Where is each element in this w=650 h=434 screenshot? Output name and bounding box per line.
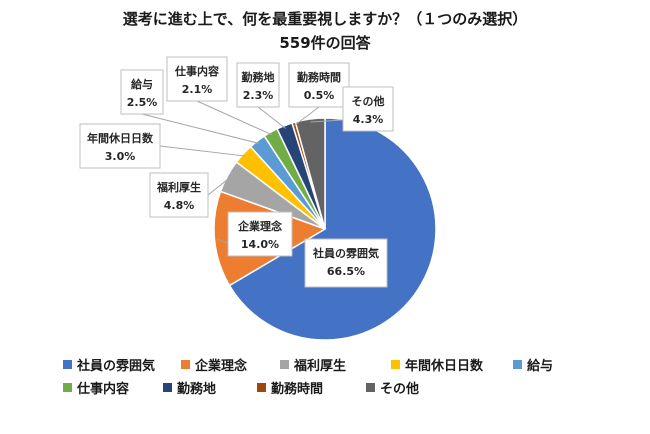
leader-line-5: [141, 113, 260, 144]
legend-item-1: 社員の雰囲気: [63, 355, 155, 374]
legend-label: 仕事内容: [77, 382, 130, 397]
legend-item-9: その他: [366, 378, 419, 397]
data-label-category-1: 社員の雰囲気: [312, 246, 379, 260]
legend-swatch: [366, 383, 375, 392]
legend-item-5: 給与: [513, 355, 553, 374]
legend-swatch: [257, 383, 266, 392]
data-label-category-7: 勤務地: [242, 70, 275, 84]
data-label-value-6: 2.1%: [182, 83, 213, 96]
legend-label: 年間休日日数: [405, 359, 484, 374]
legend-swatch: [280, 360, 289, 369]
legend-label: 福利厚生: [294, 359, 347, 374]
legend-label: その他: [380, 382, 420, 397]
data-label-value-1: 66.5%: [327, 265, 365, 278]
data-label-value-7: 2.3%: [243, 89, 274, 102]
data-label-box-6: [166, 56, 228, 102]
leader-line-4: [159, 145, 246, 157]
data-label-value-9: 4.3%: [353, 113, 384, 126]
data-label-category-4: 年間休日日数: [87, 131, 154, 145]
legend-label: 勤務地: [177, 382, 217, 397]
chart-subtitle: 559件の回答: [279, 34, 371, 52]
legend-swatch: [513, 360, 522, 369]
legend-item-4: 年間休日日数: [391, 355, 483, 374]
chart-title: 選考に進む上で、何を最重要視しますか？（１つのみ選択）: [122, 10, 528, 28]
legend-label: 企業理念: [195, 359, 248, 374]
data-label-category-8: 勤務時間: [297, 70, 341, 84]
data-label-value-8: 0.5%: [304, 89, 335, 102]
legend-label: 勤務時間: [271, 382, 324, 397]
legend-swatch: [63, 383, 72, 392]
data-label-box-2: [227, 211, 293, 257]
leader-line-9: [310, 119, 344, 123]
legend-label: 給与: [527, 359, 554, 374]
legend-swatch: [391, 360, 400, 369]
data-label-category-9: その他: [352, 94, 385, 108]
data-label-category-6: 仕事内容: [174, 64, 219, 78]
legend-item-6: 仕事内容: [63, 378, 129, 397]
data-label-box-5: [120, 69, 164, 115]
data-label-category-3: 福利厚生: [156, 180, 201, 194]
legend-item-3: 福利厚生: [280, 355, 346, 374]
leader-line-7: [257, 106, 286, 129]
leader-line-8: [294, 106, 320, 126]
legend-swatch: [181, 360, 190, 369]
data-label-box-8: [288, 62, 350, 108]
leader-line-3: [207, 177, 231, 196]
data-label-box-3: [149, 172, 209, 218]
data-label-value-2: 14.0%: [241, 238, 279, 251]
data-label-box-9: [342, 86, 394, 132]
legend-item-2: 企業理念: [181, 355, 247, 374]
data-label-box-7: [236, 62, 280, 108]
legend-item-7: 勤務地: [163, 378, 216, 397]
legend-label: 社員の雰囲気: [77, 359, 156, 374]
pie-slice-9: [294, 117, 326, 230]
data-label-value-4: 3.0%: [105, 150, 136, 163]
data-label-category-2: 企業理念: [237, 219, 283, 233]
data-label-value-5: 2.5%: [127, 96, 158, 109]
data-label-category-5: 給与: [131, 77, 153, 91]
legend-swatch: [163, 383, 172, 392]
legend-swatch: [63, 360, 72, 369]
leader-line-6: [196, 100, 273, 136]
data-label-box-1: [304, 238, 388, 288]
data-label-value-3: 4.8%: [164, 199, 195, 212]
legend-item-8: 勤務時間: [257, 378, 323, 397]
data-label-box-4: [79, 123, 161, 169]
